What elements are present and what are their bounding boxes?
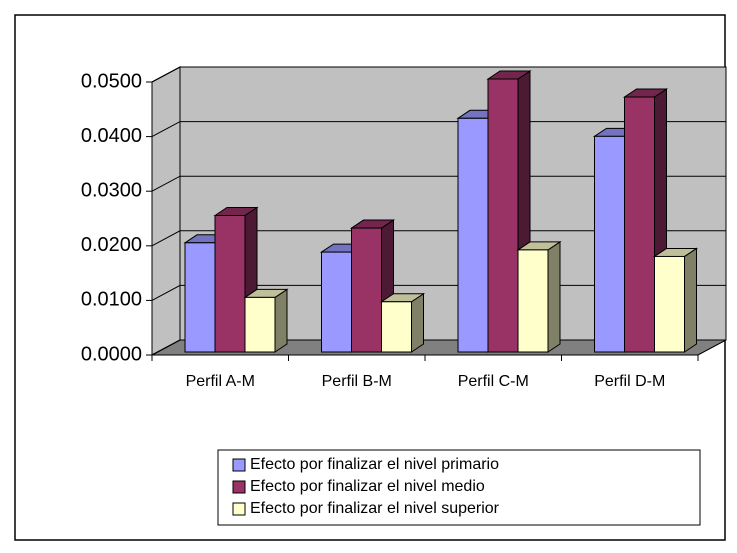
- bar: [594, 135, 625, 353]
- y-tick-label: 0.0300: [81, 179, 142, 201]
- x-tick-label: Perfil B-M: [322, 373, 392, 390]
- y-tick-label: 0.0200: [81, 234, 142, 256]
- bar: [457, 117, 489, 353]
- y-tick-label: 0.0000: [81, 343, 142, 365]
- bar-side: [274, 288, 288, 353]
- y-tick-label: 0.0100: [81, 289, 142, 311]
- bar-side: [411, 292, 424, 353]
- legend-label: Efecto por finalizar el nivel superior: [250, 500, 500, 517]
- legend-swatch: [232, 502, 246, 516]
- legend-swatch: [232, 480, 246, 494]
- y-tick-label: 0.0500: [81, 70, 142, 92]
- grid-line: [151, 175, 726, 192]
- bar: [184, 242, 216, 353]
- bar: [244, 296, 276, 353]
- y-tick-label: 0.0400: [81, 125, 142, 147]
- legend-label: Efecto por finalizar el nivel medio: [250, 478, 485, 495]
- grid-line: [151, 230, 726, 247]
- bar: [487, 78, 519, 353]
- bar: [381, 301, 412, 353]
- grid-line: [151, 121, 726, 138]
- bar: [517, 249, 549, 353]
- bar: [654, 255, 685, 353]
- legend-label: Efecto por finalizar el nivel primario: [250, 456, 499, 473]
- legend-box: [217, 449, 701, 526]
- legend-swatch: [232, 458, 246, 472]
- x-tick-label: Perfil D-M: [594, 373, 665, 390]
- grid-line: [151, 66, 726, 83]
- bar: [351, 227, 382, 353]
- bar-side: [547, 240, 561, 353]
- bar: [321, 251, 352, 353]
- x-tick-label: Perfil C-M: [458, 373, 529, 390]
- side-wall: [151, 66, 181, 356]
- bar: [214, 215, 246, 353]
- bar: [624, 96, 655, 353]
- x-tick-label: Perfil A-M: [186, 373, 255, 390]
- bar-side: [684, 247, 697, 353]
